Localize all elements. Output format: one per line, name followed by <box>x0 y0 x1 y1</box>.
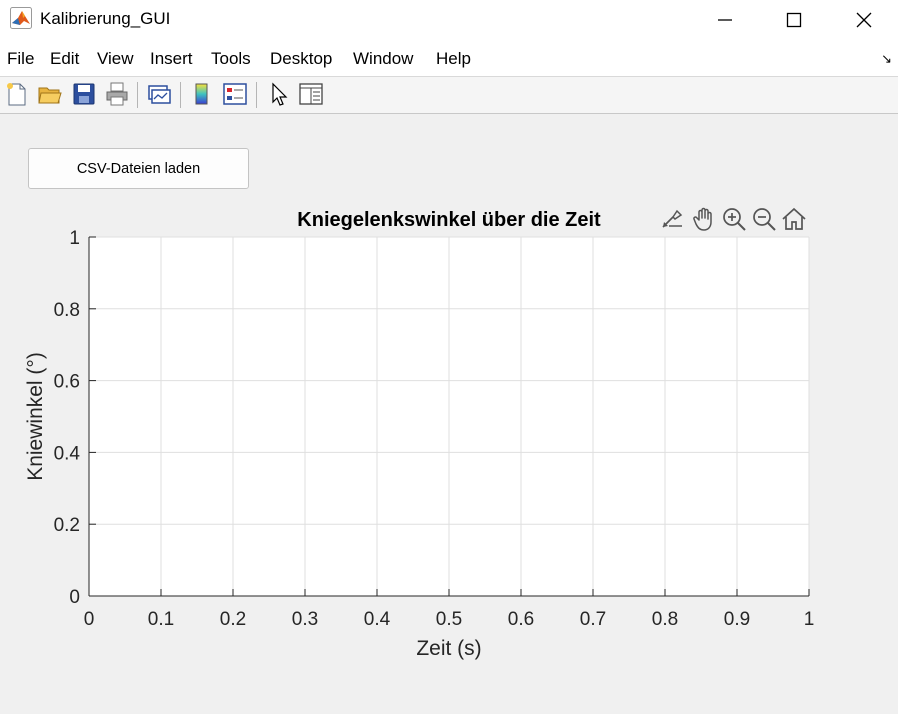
zoom-in-icon <box>723 208 746 231</box>
new-figure-button[interactable] <box>3 80 31 108</box>
x-tick-label: 0.2 <box>220 609 246 630</box>
y-tick-label: 0.6 <box>54 372 80 393</box>
x-tick-label: 0 <box>84 609 95 630</box>
x-axis-label: Zeit (s) <box>416 637 481 660</box>
print-button[interactable] <box>103 80 131 108</box>
close-icon <box>856 12 872 28</box>
close-button[interactable] <box>829 0 898 40</box>
property-inspector-button[interactable] <box>297 80 325 108</box>
menu-view[interactable]: View <box>97 49 134 68</box>
insert-colorbar-button[interactable] <box>188 80 216 108</box>
insert-legend-button[interactable] <box>221 80 249 108</box>
menu-file[interactable]: File <box>7 49 35 68</box>
x-tick-label: 0.5 <box>436 609 462 630</box>
x-tick-label: 0.8 <box>652 609 678 630</box>
x-tick-label: 0.4 <box>364 609 391 630</box>
x-tick-label: 0.7 <box>580 609 606 630</box>
brush-button[interactable] <box>660 206 686 232</box>
x-tick-label: 0.6 <box>508 609 534 630</box>
edit-plot-button[interactable] <box>265 80 293 108</box>
save-icon <box>73 83 95 105</box>
save-button[interactable] <box>70 80 98 108</box>
link-plot-icon <box>148 85 171 104</box>
toolbar-separator <box>180 82 181 108</box>
colorbar-icon <box>195 83 208 105</box>
matlab-logo-icon <box>10 7 32 29</box>
pan-button[interactable] <box>691 206 717 232</box>
title-bar: Kalibrierung_GUI <box>0 0 898 40</box>
brush-icon <box>662 209 683 228</box>
menu-edit[interactable]: Edit <box>50 49 80 68</box>
y-tick-label: 0.2 <box>54 515 80 536</box>
x-tick-label: 0.3 <box>292 609 318 630</box>
print-icon <box>106 82 128 106</box>
home-icon <box>782 207 806 230</box>
x-tick-label: 0.1 <box>148 609 174 630</box>
toolbar-separator <box>256 82 257 108</box>
zoom-out-button[interactable] <box>751 206 777 232</box>
menu-bar: File Edit View Insert Tools Desktop Wind… <box>0 40 898 77</box>
link-plot-button[interactable] <box>145 80 173 108</box>
pan-icon <box>693 207 712 231</box>
y-tick-label: 0.4 <box>54 443 81 464</box>
dock-arrow-icon[interactable]: ↘ <box>881 51 892 66</box>
y-tick-label: 0.8 <box>54 300 80 321</box>
y-axis-label: Kniewinkel (°) <box>24 352 47 481</box>
x-tick-label: 1 <box>804 609 815 630</box>
open-file-button[interactable] <box>36 80 64 108</box>
figure-toolbar <box>0 77 898 114</box>
y-tick-label: 0 <box>69 587 80 608</box>
y-tick-label: 1 <box>69 228 80 249</box>
open-folder-icon <box>38 87 62 104</box>
load-csv-button[interactable]: CSV-Dateien laden <box>28 148 249 189</box>
menu-insert[interactable]: Insert <box>150 49 193 68</box>
restore-view-button[interactable] <box>781 206 807 232</box>
menu-tools[interactable]: Tools <box>211 49 251 68</box>
menu-window[interactable]: Window <box>353 49 414 68</box>
zoom-in-button[interactable] <box>721 206 747 232</box>
pointer-icon <box>272 82 288 106</box>
maximize-icon <box>786 12 802 28</box>
legend-icon <box>223 83 247 105</box>
plot-title: Kniegelenkswinkel über die Zeit <box>297 209 601 231</box>
menu-desktop[interactable]: Desktop <box>270 49 333 68</box>
minimize-icon <box>718 19 732 21</box>
window-title: Kalibrierung_GUI <box>40 9 171 28</box>
toolbar-separator <box>137 82 138 108</box>
minimize-button[interactable] <box>690 0 760 40</box>
new-file-icon <box>7 83 26 106</box>
zoom-out-icon <box>753 208 776 231</box>
property-inspector-icon <box>299 83 323 105</box>
menu-help[interactable]: Help <box>436 49 471 68</box>
x-tick-label: 0.9 <box>724 609 750 630</box>
maximize-button[interactable] <box>759 0 829 40</box>
